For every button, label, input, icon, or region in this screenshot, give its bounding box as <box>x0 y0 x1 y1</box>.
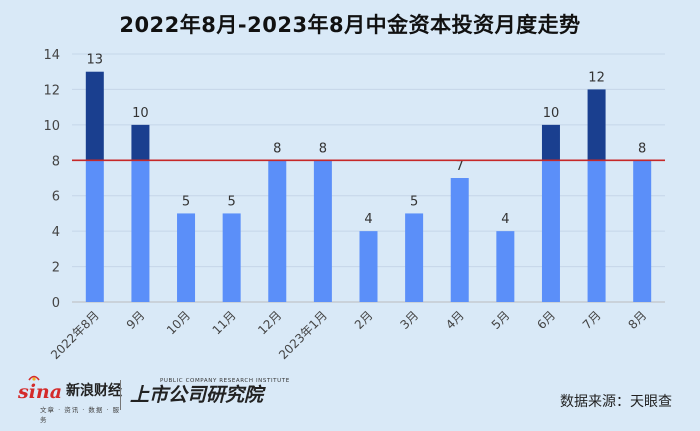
bar <box>450 178 469 302</box>
bar <box>359 231 378 302</box>
bar <box>268 160 287 302</box>
data-label: 8 <box>319 141 327 156</box>
x-tick-label: 8月 <box>626 308 650 332</box>
logo-divider <box>120 380 121 410</box>
chart-title: 2022年8月-2023年8月中金资本投资月度走势 <box>119 13 581 37</box>
bar <box>313 160 332 302</box>
bar <box>633 160 652 302</box>
x-tick-label: 5月 <box>489 308 513 332</box>
bar <box>405 213 424 302</box>
bar <box>85 160 104 302</box>
x-tick-label: 6月 <box>534 308 558 332</box>
institute-chinese-name: 上市公司研究院 <box>130 384 264 406</box>
sina-chinese-name: 新浪财经 <box>66 383 123 399</box>
x-tick-label: 2023年1月 <box>276 308 330 362</box>
data-label: 10 <box>543 106 560 121</box>
data-label: 4 <box>501 212 509 227</box>
bar <box>131 160 150 302</box>
x-tick-label: 2022年8月 <box>48 308 102 362</box>
bar <box>496 231 515 302</box>
title-band: 2022年8月-2023年8月中金资本投资月度走势 <box>0 0 700 48</box>
footer: sina 新浪财经 文章 · 资讯 · 数据 · 服务 PUBLIC COMPA… <box>0 370 700 431</box>
institute-english-name: PUBLIC COMPANY RESEARCH INSTITUTE <box>160 378 290 384</box>
x-tick-label: 3月 <box>397 308 421 332</box>
sina-subtitle: 文章 · 资讯 · 数据 · 服务 <box>40 406 121 424</box>
x-tick-label: 4月 <box>443 308 467 332</box>
data-label: 5 <box>182 194 190 209</box>
data-label: 5 <box>228 194 236 209</box>
sina-finance-logo: sina 新浪财经 文章 · 资讯 · 数据 · 服务 <box>18 375 123 424</box>
bar-excess <box>541 124 560 161</box>
x-tick-label: 12月 <box>255 308 284 337</box>
bar <box>177 213 196 302</box>
data-label: 8 <box>638 141 646 156</box>
bar <box>541 160 560 302</box>
data-source: 数据来源：天眼查 <box>560 394 672 410</box>
y-tick-label: 4 <box>52 225 60 240</box>
bar <box>587 160 606 302</box>
bar-excess <box>131 124 150 161</box>
x-tick-label: 11月 <box>210 308 239 337</box>
y-tick-label: 2 <box>52 261 60 276</box>
sina-wordmark: sina <box>18 381 63 403</box>
y-tick-label: 14 <box>43 48 60 63</box>
data-label: 5 <box>410 194 418 209</box>
data-label: 4 <box>364 212 372 227</box>
x-tick-label: 9月 <box>124 308 148 332</box>
x-tick-label: 2月 <box>352 308 376 332</box>
y-tick-label: 10 <box>43 119 60 134</box>
y-tick-label: 0 <box>52 296 60 311</box>
data-label: 12 <box>588 70 605 85</box>
bar-excess <box>587 89 606 161</box>
data-label: 8 <box>273 141 281 156</box>
y-tick-label: 8 <box>52 154 60 169</box>
bar-excess <box>85 71 104 161</box>
institute-logo: PUBLIC COMPANY RESEARCH INSTITUTE 上市公司研究… <box>130 378 290 406</box>
data-label: 7 <box>456 159 464 174</box>
y-tick-label: 6 <box>52 190 60 205</box>
sina-eye-icon <box>28 375 40 381</box>
x-tick-label: 10月 <box>164 308 193 337</box>
data-label: 13 <box>87 53 104 68</box>
y-tick-label: 12 <box>43 83 60 98</box>
bar-chart: 0 2 4 6 8 10 12 14 13 2022年8月 10 9月 5 10月 5 11月 8 12月 8 202… <box>43 48 665 362</box>
data-label: 10 <box>132 106 149 121</box>
bar <box>222 213 241 302</box>
x-tick-label: 7月 <box>580 308 604 332</box>
